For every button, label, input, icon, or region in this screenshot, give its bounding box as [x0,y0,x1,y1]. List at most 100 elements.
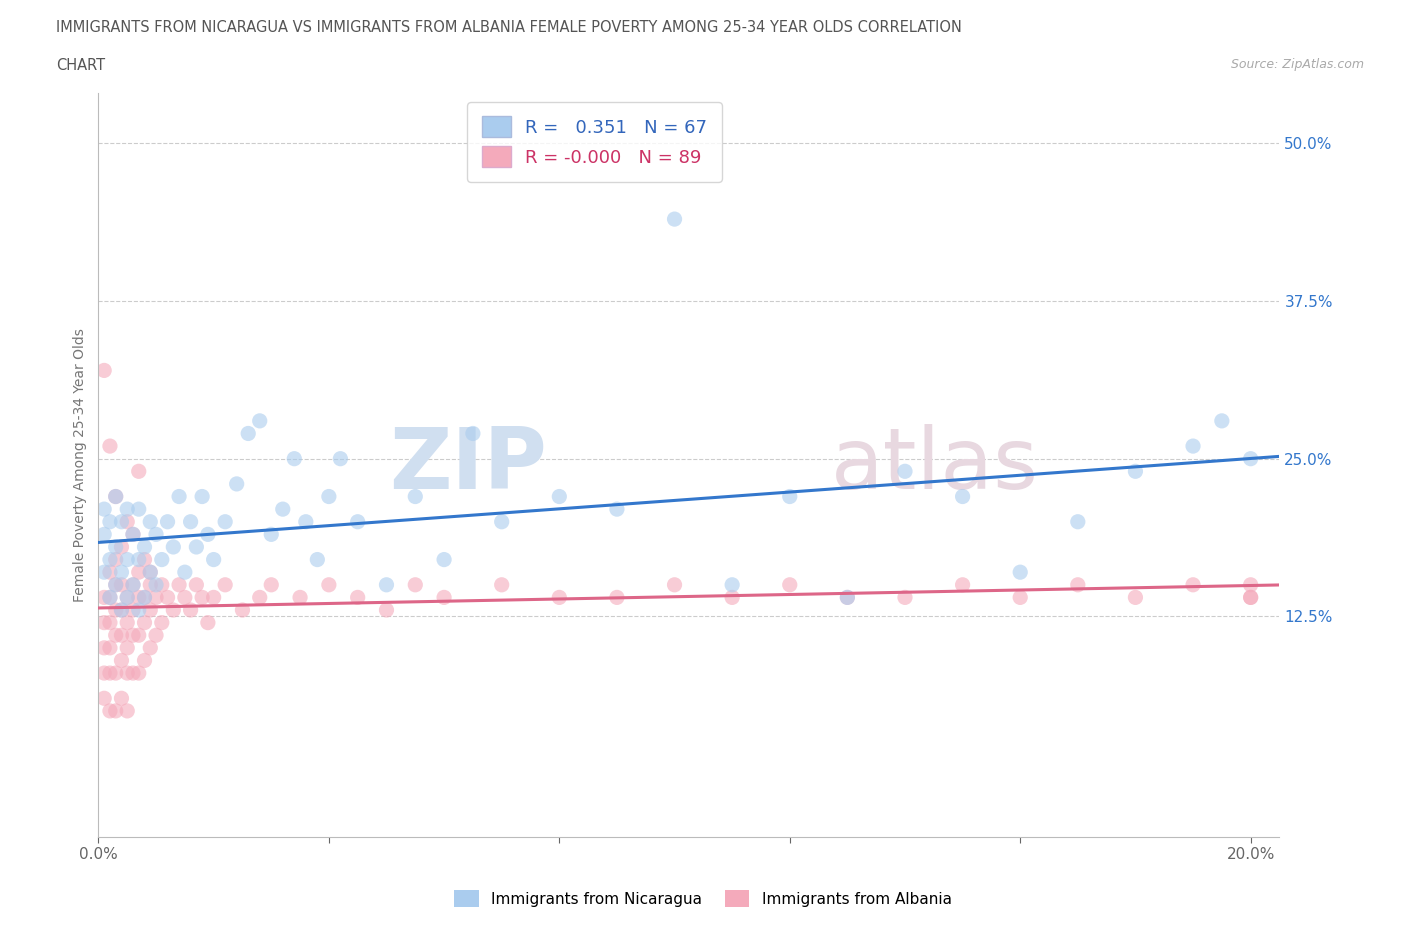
Point [115,514,138,529]
Point [134,615,156,630]
Point [837,590,859,604]
Point [145,527,167,542]
Point [122,527,145,542]
Point [197,615,219,630]
Point [104,628,127,643]
Point [162,539,184,554]
Point [104,578,127,592]
Point [139,565,162,579]
Point [115,666,138,681]
Point [491,514,513,529]
Point [98,514,121,529]
Point [202,552,225,567]
Point [404,489,426,504]
Point [295,514,318,529]
Point [329,451,352,466]
Point [98,439,121,454]
Point [145,578,167,592]
Point [115,590,138,604]
Point [104,666,127,681]
Text: ZIP: ZIP [389,423,547,507]
Point [104,552,127,567]
Point [779,489,801,504]
Point [104,489,127,504]
Point [375,578,398,592]
Point [139,603,162,618]
Point [134,590,156,604]
Point [134,552,156,567]
Point [93,641,115,656]
Point [104,578,127,592]
Point [150,615,173,630]
Point [271,501,294,516]
Point [1010,565,1032,579]
Legend: Immigrants from Nicaragua, Immigrants from Albania: Immigrants from Nicaragua, Immigrants fr… [449,884,957,913]
Point [93,590,115,604]
Point [122,578,145,592]
Point [115,590,138,604]
Point [110,628,132,643]
Point [197,527,219,542]
Point [104,703,127,718]
Point [375,603,398,618]
Point [128,464,150,479]
Point [115,501,138,516]
Point [1240,578,1263,592]
Point [110,578,132,592]
Text: CHART: CHART [56,58,105,73]
Point [110,603,132,618]
Point [128,552,150,567]
Text: IMMIGRANTS FROM NICARAGUA VS IMMIGRANTS FROM ALBANIA FEMALE POVERTY AMONG 25-34 : IMMIGRANTS FROM NICARAGUA VS IMMIGRANTS … [56,20,962,35]
Point [134,653,156,668]
Point [214,514,236,529]
Point [1067,578,1090,592]
Point [93,666,115,681]
Point [318,489,340,504]
Point [288,590,311,604]
Point [249,414,271,429]
Point [664,578,686,592]
Text: Source: ZipAtlas.com: Source: ZipAtlas.com [1230,58,1364,71]
Point [162,603,184,618]
Point [606,501,628,516]
Point [122,527,145,542]
Point [180,603,202,618]
Point [1010,590,1032,604]
Point [110,653,132,668]
Point [145,628,167,643]
Point [191,590,214,604]
Point [721,590,744,604]
Point [1240,451,1263,466]
Point [93,363,115,378]
Point [128,565,150,579]
Point [128,666,150,681]
Point [128,590,150,604]
Point [104,603,127,618]
Point [952,578,974,592]
Point [779,578,801,592]
Point [491,578,513,592]
Point [115,615,138,630]
Point [894,590,917,604]
Point [260,578,283,592]
Point [110,565,132,579]
Point [98,615,121,630]
Point [156,590,179,604]
Point [260,527,283,542]
Point [173,565,195,579]
Point [110,603,132,618]
Point [134,590,156,604]
Point [93,615,115,630]
Point [104,539,127,554]
Point [115,641,138,656]
Point [150,578,173,592]
Point [191,489,214,504]
Point [167,578,190,592]
Point [1211,414,1233,429]
Point [1240,590,1263,604]
Point [186,539,208,554]
Point [1240,590,1263,604]
Point [173,590,195,604]
Point [548,590,571,604]
Point [98,641,121,656]
